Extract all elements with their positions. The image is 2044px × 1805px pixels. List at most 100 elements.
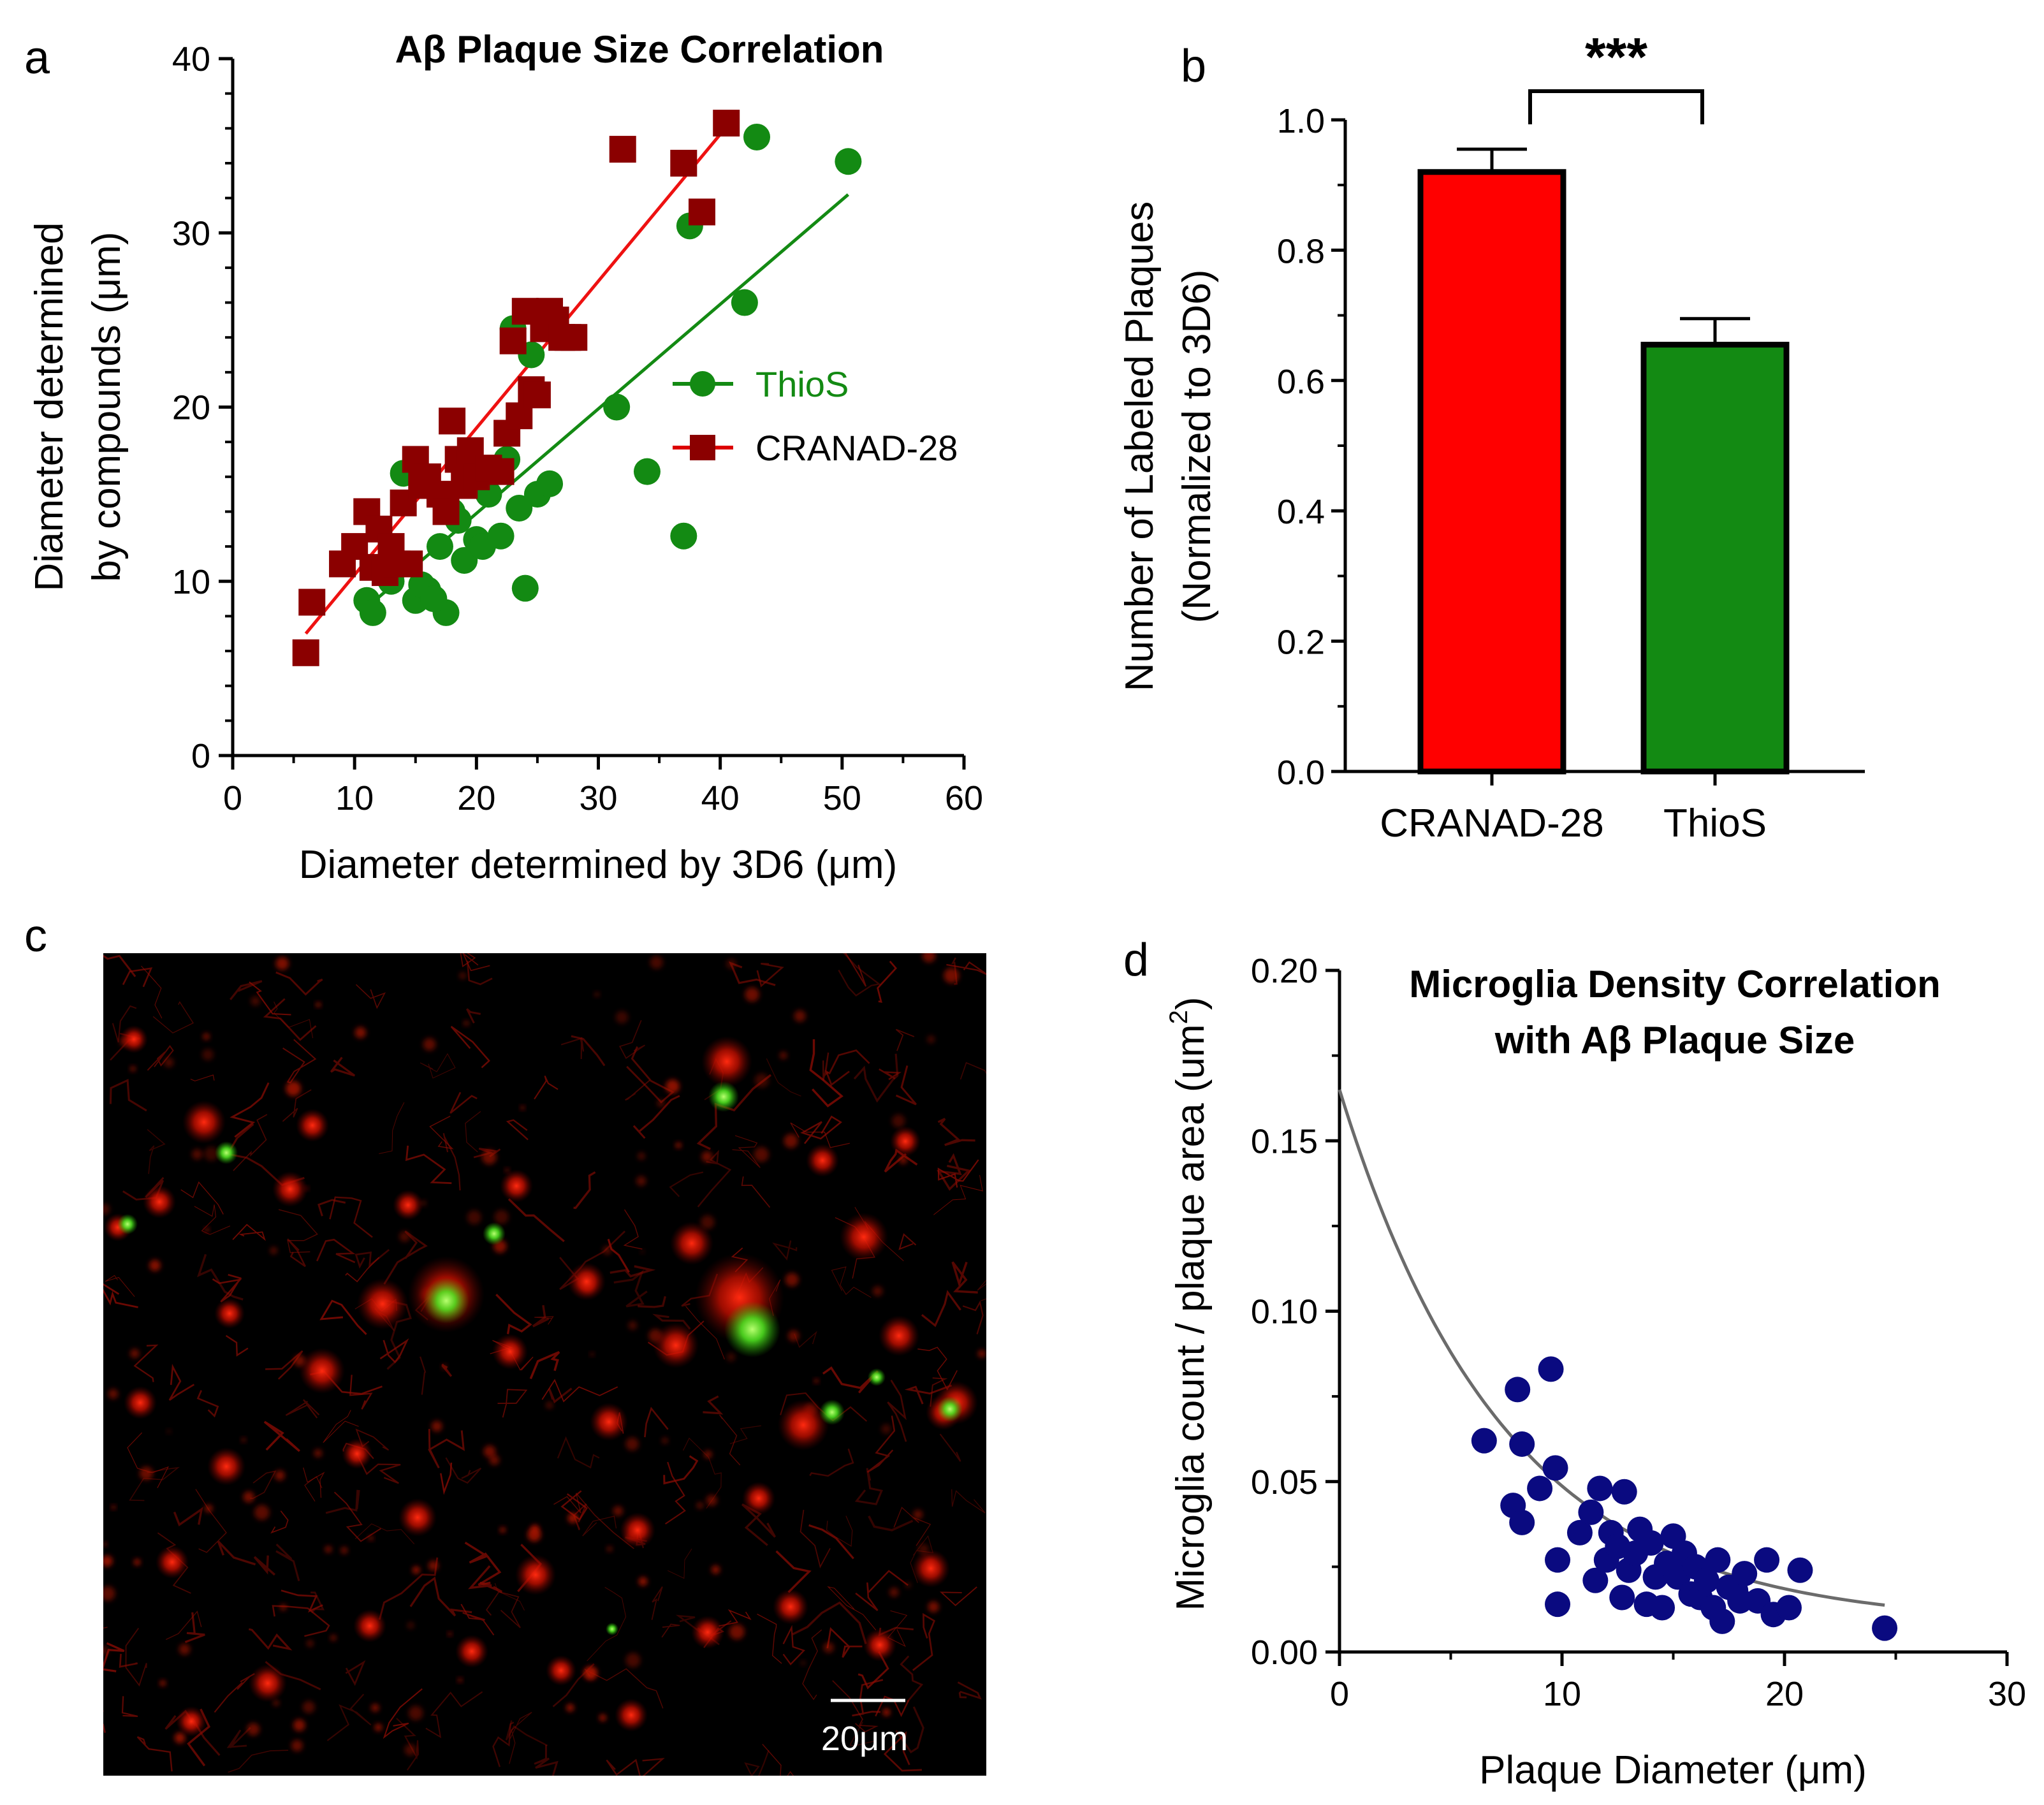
micrograph-process [541,1378,618,1403]
micrograph-speck [412,1566,420,1574]
micrograph-speck [483,1445,496,1458]
plaque-spot [423,1278,469,1324]
panel-b-y-tick-label: 1.0 [1277,102,1325,140]
micrograph-process [661,1623,680,1638]
micrograph-speck [891,1114,905,1128]
significance-bracket: *** [1528,27,1704,124]
micrograph-process [824,1049,870,1086]
panel-a-y-tick-label: 30 [172,214,210,252]
panel-a-ticks: 0 10 20 30 40 50 60 0 10 20 30 40 [172,40,983,817]
plaque-spot [937,1396,963,1422]
micrograph-process [349,1375,373,1410]
micrograph-speck [928,1601,939,1612]
micrograph-process [428,1429,465,1469]
microglia-cell [912,1549,950,1588]
micrograph-process [405,1145,452,1185]
cranad-point [713,110,740,137]
micrograph-process [103,1710,106,1733]
micrograph-speck [899,1155,907,1164]
micrograph-speck [306,1640,314,1648]
micrograph-speck [251,996,260,1006]
panel-d-x-tick-label: 30 [1988,1675,2026,1713]
micrograph-process [319,1299,367,1335]
panel-d-x-tick-label: 10 [1543,1675,1581,1713]
micrograph-process [497,1389,528,1418]
micrograph-process [420,1053,456,1079]
cranad-point [292,639,319,666]
micrograph-process [858,1651,889,1690]
micrograph-speck [314,1449,323,1458]
micrograph-speck [374,1723,383,1732]
micrograph-speck [274,1470,285,1481]
micrograph-process [573,1171,596,1209]
thios-point [536,470,564,497]
micrograph-speck [428,1560,439,1571]
micrograph-process [318,1199,346,1217]
micrograph-speck [638,1152,645,1160]
micrograph-speck [794,1010,806,1022]
micrograph-speck [520,1106,525,1110]
micrograph-process [103,954,136,977]
micrograph-process [664,1461,686,1525]
microglia-cell [567,1262,606,1301]
thios-point [743,123,771,150]
micrograph-speck [130,1348,140,1359]
micrograph-speck [625,1437,639,1451]
cranad-point [609,136,636,163]
plaque-spot [215,1141,238,1164]
panel-d-x-tick-label: 0 [1330,1675,1349,1713]
plaque-spot [117,1214,138,1234]
panel-a-points [292,110,862,666]
micrograph-speck [615,1011,629,1024]
micrograph-speck [650,956,664,969]
micrograph-speck [254,1505,270,1521]
panel-d-point [1709,1608,1735,1634]
micrograph-process [445,1457,482,1484]
micrograph-speck [675,1142,682,1148]
panel-d-point [1609,1584,1635,1611]
panel-d-point [1732,1561,1758,1587]
micrograph-process [112,1005,137,1042]
panel-a-title: Aβ Plaque Size Correlation [395,28,884,71]
micrograph-speck [711,1565,720,1574]
micrograph-process [379,1102,405,1154]
micrograph-speck [159,1680,166,1686]
micrograph-speck [201,1049,214,1061]
cranad-point [523,381,551,409]
micrograph-process [396,1718,420,1771]
micrograph-process [895,1028,915,1051]
panel-d-ticks: 0 10 20 30 0.00 0.05 0.10 0.15 0.20 [1251,952,2026,1713]
micrograph-process [228,1750,289,1773]
micrograph-process [912,1612,936,1671]
micrograph-speck [302,1700,315,1714]
micrograph-process [732,1135,761,1168]
micrograph-process [729,1425,761,1445]
thios-point [487,522,515,550]
micrograph-process [310,1591,325,1614]
micrograph-speck [431,1421,442,1432]
microglia-cell [500,1169,533,1202]
micrograph-process [190,1074,215,1082]
micrograph-process [379,1338,409,1364]
micrograph-speck [977,1350,986,1358]
micrograph-process [249,981,291,1016]
micrograph-process [741,1503,777,1546]
micrograph-process [587,1586,627,1662]
micrograph-speck [726,1352,736,1362]
micrograph-process [682,1437,722,1509]
micrograph-process [877,960,898,1003]
panel-letter-d: d [1123,935,1149,986]
micrograph-process [233,1114,268,1171]
micrograph-process [121,1696,138,1717]
panel-b: b 0.00.20.40.60.81.0 CRANAD-28 ThioS *** … [1118,27,1865,845]
micrograph-process [109,1078,147,1112]
micrograph-speck [823,1642,834,1653]
micrograph-speck [275,956,289,970]
micrograph-process [282,1039,317,1084]
panel-d-point [1787,1557,1813,1583]
micrograph-speck [164,1057,174,1067]
micrograph-speck [325,1546,332,1553]
micrograph-process [429,1115,454,1150]
micrograph-speck [243,1491,254,1503]
panel-d-point [1527,1475,1553,1502]
